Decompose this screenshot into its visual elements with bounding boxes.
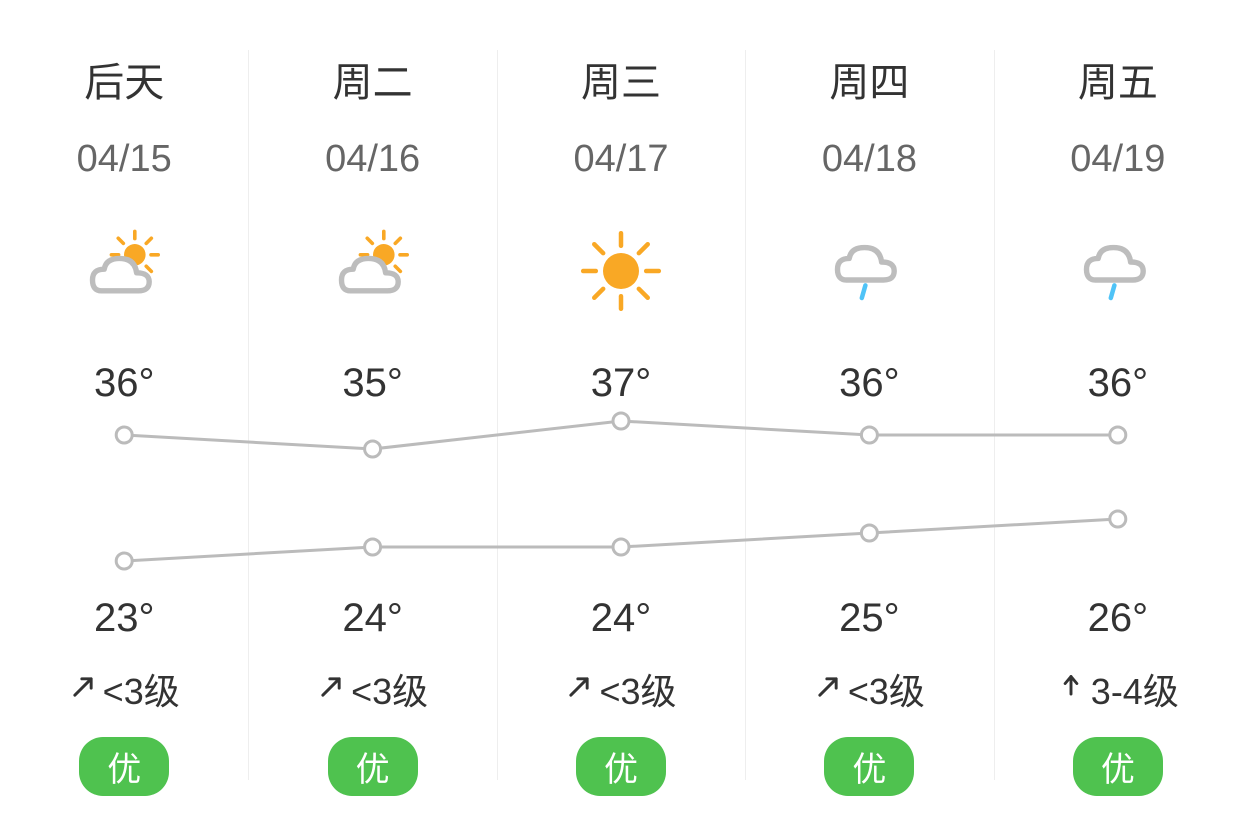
wind-row: <3级 xyxy=(69,663,180,715)
date-label: 04/16 xyxy=(325,138,420,181)
day-column[interactable]: 周四 04/18 36° 25° <3级 优 xyxy=(745,0,993,828)
wind-level: <3级 xyxy=(848,663,925,715)
date-label: 04/18 xyxy=(822,138,917,181)
wind-arrow-icon xyxy=(1057,673,1085,706)
air-quality-badge: 优 xyxy=(79,737,169,796)
weather-icon xyxy=(571,221,671,321)
date-label: 04/19 xyxy=(1070,138,1165,181)
column-divider xyxy=(248,50,249,780)
wind-level: <3级 xyxy=(351,663,428,715)
high-temp: 37° xyxy=(591,361,652,406)
air-quality-badge: 优 xyxy=(824,737,914,796)
weather-icon xyxy=(74,221,174,321)
column-divider xyxy=(745,50,746,780)
high-temp: 35° xyxy=(342,361,403,406)
forecast-container: 后天 04/15 36° 23° <3级 优 周二 04/16 35° 24° … xyxy=(0,0,1242,828)
air-quality-badge: 优 xyxy=(328,737,418,796)
low-temp: 24° xyxy=(591,596,652,641)
weather-icon xyxy=(819,221,919,321)
weather-icon xyxy=(1068,221,1168,321)
wind-row: <3级 xyxy=(814,663,925,715)
date-label: 04/15 xyxy=(77,138,172,181)
day-column[interactable]: 周二 04/16 35° 24° <3级 优 xyxy=(248,0,496,828)
day-label: 周四 xyxy=(829,50,909,108)
day-label: 周五 xyxy=(1078,50,1158,108)
day-column[interactable]: 周三 04/17 37° 24° <3级 优 xyxy=(497,0,745,828)
wind-arrow-icon xyxy=(814,673,842,706)
wind-level: <3级 xyxy=(599,663,676,715)
wind-row: <3级 xyxy=(565,663,676,715)
column-divider xyxy=(994,50,995,780)
high-temp: 36° xyxy=(1088,361,1149,406)
date-label: 04/17 xyxy=(573,138,668,181)
air-quality-badge: 优 xyxy=(576,737,666,796)
day-column[interactable]: 后天 04/15 36° 23° <3级 优 xyxy=(0,0,248,828)
high-temp: 36° xyxy=(839,361,900,406)
day-label: 周二 xyxy=(333,50,413,108)
day-column[interactable]: 周五 04/19 36° 26° 3-4级 优 xyxy=(994,0,1242,828)
wind-row: 3-4级 xyxy=(1057,663,1179,715)
low-temp: 25° xyxy=(839,596,900,641)
wind-arrow-icon xyxy=(69,673,97,706)
column-divider xyxy=(497,50,498,780)
low-temp: 23° xyxy=(94,596,155,641)
wind-row: <3级 xyxy=(317,663,428,715)
wind-arrow-icon xyxy=(317,673,345,706)
day-label: 周三 xyxy=(581,50,661,108)
wind-level: 3-4级 xyxy=(1091,663,1179,715)
high-temp: 36° xyxy=(94,361,155,406)
day-label: 后天 xyxy=(84,50,164,108)
low-temp: 26° xyxy=(1088,596,1149,641)
low-temp: 24° xyxy=(342,596,403,641)
wind-arrow-icon xyxy=(565,673,593,706)
weather-icon xyxy=(323,221,423,321)
air-quality-badge: 优 xyxy=(1073,737,1163,796)
wind-level: <3级 xyxy=(103,663,180,715)
